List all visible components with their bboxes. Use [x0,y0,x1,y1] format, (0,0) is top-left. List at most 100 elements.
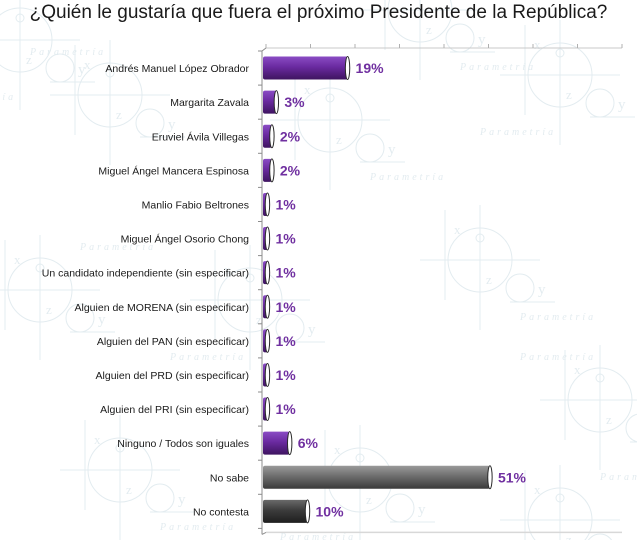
bar [263,431,290,455]
watermark-text: Parametría [159,522,236,533]
value-label: 2% [280,128,301,144]
svg-text:z: z [366,492,372,507]
category-label: Alguien del PRD (sin especificar) [96,370,249,382]
bar-row: Ninguno / Todos son iguales 6% [117,431,318,456]
svg-text:y: y [478,32,486,48]
svg-text:y: y [388,142,396,158]
watermark-text: Parametría [479,127,556,138]
bar-row: Alguien de MORENA (sin especificar) 1% [75,294,296,319]
bar-end-cap [304,499,311,524]
value-label: 1% [275,367,296,383]
watermark-motif: x y z Parametría [420,205,596,330]
category-label: Manlio Fabio Beltrones [142,199,249,211]
bar-end-cap [269,158,275,183]
watermark-text: Parametría [0,92,16,103]
plot-frame [258,44,623,535]
value-label: 2% [280,162,301,178]
bar-row: Alguien del PRI (sin especificar) 1% [100,397,296,422]
svg-text:y: y [618,97,626,113]
watermark-text: Parametría [519,352,596,363]
svg-text:z: z [566,87,572,102]
svg-text:z: z [336,132,342,147]
svg-text:z: z [486,272,492,287]
value-label: 10% [316,503,345,519]
bar-row: No sabe 51% [210,465,527,490]
value-label: 51% [498,469,527,485]
bar-end-cap [264,260,271,285]
value-label: 1% [275,333,296,349]
bar-row: Un candidato independiente (sin especifi… [42,260,296,285]
bar [263,499,308,523]
svg-text:x: x [14,252,21,267]
svg-text:z: z [46,302,52,317]
category-label: Ninguno / Todos son iguales [117,438,249,450]
bar-end-cap [264,294,271,319]
axis-corner [261,47,267,52]
watermark-text: Parametría [459,62,536,73]
bar-end-cap [487,465,493,490]
bar-row: Manlio Fabio Beltrones 1% [142,192,296,217]
bar-end-cap [287,431,293,456]
watermark-text: Parametría [599,472,637,483]
category-label: Alguien de MORENA (sin especificar) [75,302,250,314]
bar-end-cap [264,397,271,422]
category-label: Andrés Manuel López Obrador [105,63,249,75]
bar-row: Margarita Zavala 3% [170,90,305,115]
axis-corner [261,531,267,535]
category-label: No contesta [193,506,249,518]
svg-text:y: y [98,312,106,328]
svg-text:x: x [84,57,91,72]
svg-text:x: x [574,362,581,377]
svg-text:x: x [94,432,101,447]
svg-text:z: z [126,482,132,497]
bar-end-cap [273,90,280,115]
watermark-text: Parametría [519,312,596,323]
svg-text:y: y [308,322,316,338]
bar-end-cap [264,226,271,251]
bar-end-cap [264,328,271,353]
bar-row: Alguien del PAN (sin especificar) 1% [97,328,296,353]
category-label: Un candidato independiente (sin especifi… [42,268,249,280]
category-label: Miguel Ángel Osorio Chong [121,233,250,246]
value-label: 1% [275,299,296,315]
value-label: 1% [275,231,296,247]
value-label: 3% [284,94,305,110]
bar-row: Andrés Manuel López Obrador 19% [105,56,385,81]
svg-text:x: x [454,222,461,237]
category-label: Alguien del PAN (sin especificar) [97,336,249,348]
bar-row: Eruviel Ávila Villegas 2% [152,124,301,149]
watermark-motif: x y z Parametría [479,20,635,145]
bar-end-cap [264,192,271,217]
value-label: 1% [275,401,296,417]
svg-text:x: x [534,37,541,52]
bar-row: Miguel Ángel Osorio Chong 1% [121,226,296,251]
watermark-text: Parametría [79,242,156,253]
bar-row: Miguel Ángel Mancera Espinosa 2% [98,158,301,183]
category-label: Alguien del PRI (sin especificar) [100,404,249,416]
watermark-text: Parametría [369,172,446,183]
category-label: Margarita Zavala [170,97,249,109]
svg-text:y: y [538,282,546,298]
chart-title: ¿Quién le gustaría que fuera el próximo … [29,2,608,23]
bar [263,90,277,114]
watermark-text: Parametría [169,352,246,363]
category-label: No sabe [210,472,249,484]
bar [263,465,490,489]
value-label: 1% [275,196,296,212]
watermark-motif: x y z Parametría [0,235,156,360]
watermark-text: Parametría [29,47,106,58]
svg-text:y: y [418,502,426,518]
bar-end-cap [344,56,351,81]
bar-row: Alguien del PRD (sin especificar) 1% [96,362,296,387]
svg-text:y: y [178,492,186,508]
svg-text:z: z [426,22,432,37]
svg-text:x: x [334,442,341,457]
value-label: 19% [356,60,385,76]
svg-text:y: y [78,62,86,78]
